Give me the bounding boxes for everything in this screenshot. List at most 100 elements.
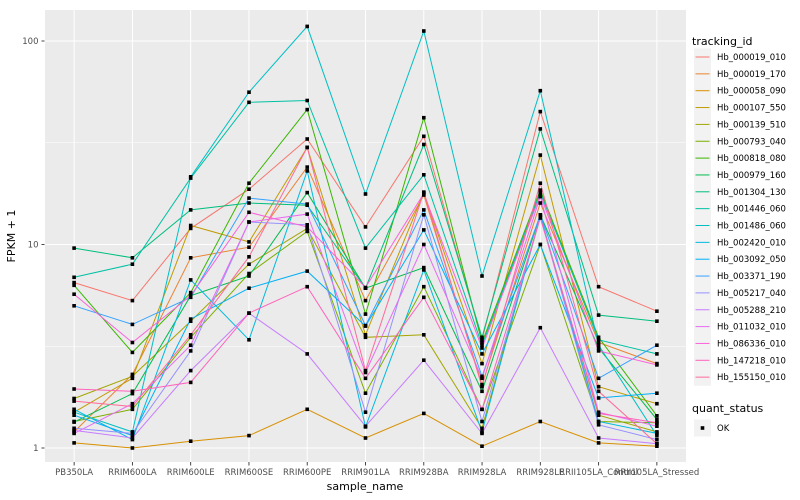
data-point [655,441,659,446]
data-point [188,319,193,323]
data-point [247,100,251,105]
data-point [72,428,76,433]
legend-status-entry: OK [694,419,730,437]
data-point [130,350,135,355]
data-point [72,407,76,412]
data-point [480,340,484,345]
data-point [422,142,426,147]
data-point [130,391,135,396]
legend-entry-Hb_000019_010: Hb_000019_010 [694,48,786,66]
data-point [422,295,426,300]
data-point [130,376,135,381]
data-point [72,304,76,308]
legend-entry-Hb_000793_040: Hb_000793_040 [694,132,786,150]
data-point [538,419,543,424]
legend-entry-label: Hb_000793_040 [717,137,786,147]
data-point [422,173,426,177]
data-point [72,426,76,431]
series-points-Hb_147218_010 [72,216,659,425]
data-point [596,376,601,381]
data-point [480,352,484,356]
data-point [596,389,601,394]
data-point [480,384,484,389]
data-point [305,137,309,141]
data-point [480,444,484,448]
legend-entry-label: Hb_147218_010 [717,356,786,366]
legend-entry-label: Hb_000019_010 [717,53,786,63]
data-point [655,363,659,367]
data-point [72,413,76,417]
axis-ticks [41,40,658,466]
legend-entry-Hb_000979_160: Hb_000979_160 [694,166,786,184]
data-point [72,410,76,414]
data-point [422,333,426,337]
data-point [596,346,601,350]
data-point [480,343,484,347]
legend-entry-Hb_002420_010: Hb_002420_010 [694,233,786,251]
data-point [363,436,368,440]
data-point [538,201,543,205]
data-point [130,256,135,260]
data-point [363,192,368,196]
data-point [247,286,251,290]
data-point [130,262,135,266]
legend-entry-label: Hb_003371_190 [717,272,786,282]
series-points-Hb_000058_090 [72,407,659,450]
data-point [72,396,76,401]
series-points-Hb_003371_190 [72,196,659,381]
data-point [188,223,193,228]
data-point [363,298,368,303]
data-point [130,340,135,345]
data-point [363,323,368,328]
data-point [655,309,659,313]
series-points-Hb_086336_010 [72,191,659,367]
data-point [538,213,543,217]
data-point [305,223,309,227]
data-point [72,280,76,285]
legend-entry-label: Hb_000139_510 [717,120,786,130]
data-point [247,433,251,438]
data-point [72,275,76,280]
data-point [596,419,601,424]
data-point [480,338,484,342]
data-point [480,335,484,340]
legend-title-quant-status: quant_status [692,402,764,415]
x-tick-label: RRIM928BA [399,468,449,478]
data-point [596,335,601,340]
data-point [72,292,76,296]
data-point [188,226,193,231]
legend-entry-label: Hb_000818_080 [717,154,786,164]
x-tick-label: PB350LA [55,468,93,478]
y-axis-title: FPKM + 1 [5,210,18,263]
legend-entry-Hb_003092_050: Hb_003092_050 [694,250,786,268]
data-point [480,274,484,278]
data-point [655,444,659,448]
legend-entry-label: Hb_000979_160 [717,171,786,181]
data-point [538,242,543,247]
legend-entry-label: Hb_000107_550 [717,104,786,114]
legend-entry-Hb_000019_170: Hb_000019_170 [694,65,786,83]
x-tick-label: RRIM600PE [283,468,331,478]
x-tick-label: RRIM600LA [108,468,157,478]
data-point [480,376,484,381]
data-point [130,389,135,394]
data-point [538,188,543,192]
x-axis-title: sample_name [327,480,404,493]
data-point [247,240,251,244]
data-point [538,88,543,93]
data-point [188,333,193,337]
data-point [72,387,76,391]
data-point [305,229,309,234]
data-point [480,419,484,424]
data-point [422,284,426,289]
data-point [480,382,484,387]
data-point [596,343,601,347]
x-tick-labels: PB350LA RRIM600LA RRIM600LE RRIM600SE RRIM60… [55,468,699,478]
legend-series-entries: Hb_000019_010 Hb_000019_170 Hb_000058_090 H… [694,48,786,386]
data-point [363,333,368,337]
data-point [130,401,135,406]
data-point [422,213,426,217]
data-point [305,165,309,169]
data-point [72,246,76,250]
